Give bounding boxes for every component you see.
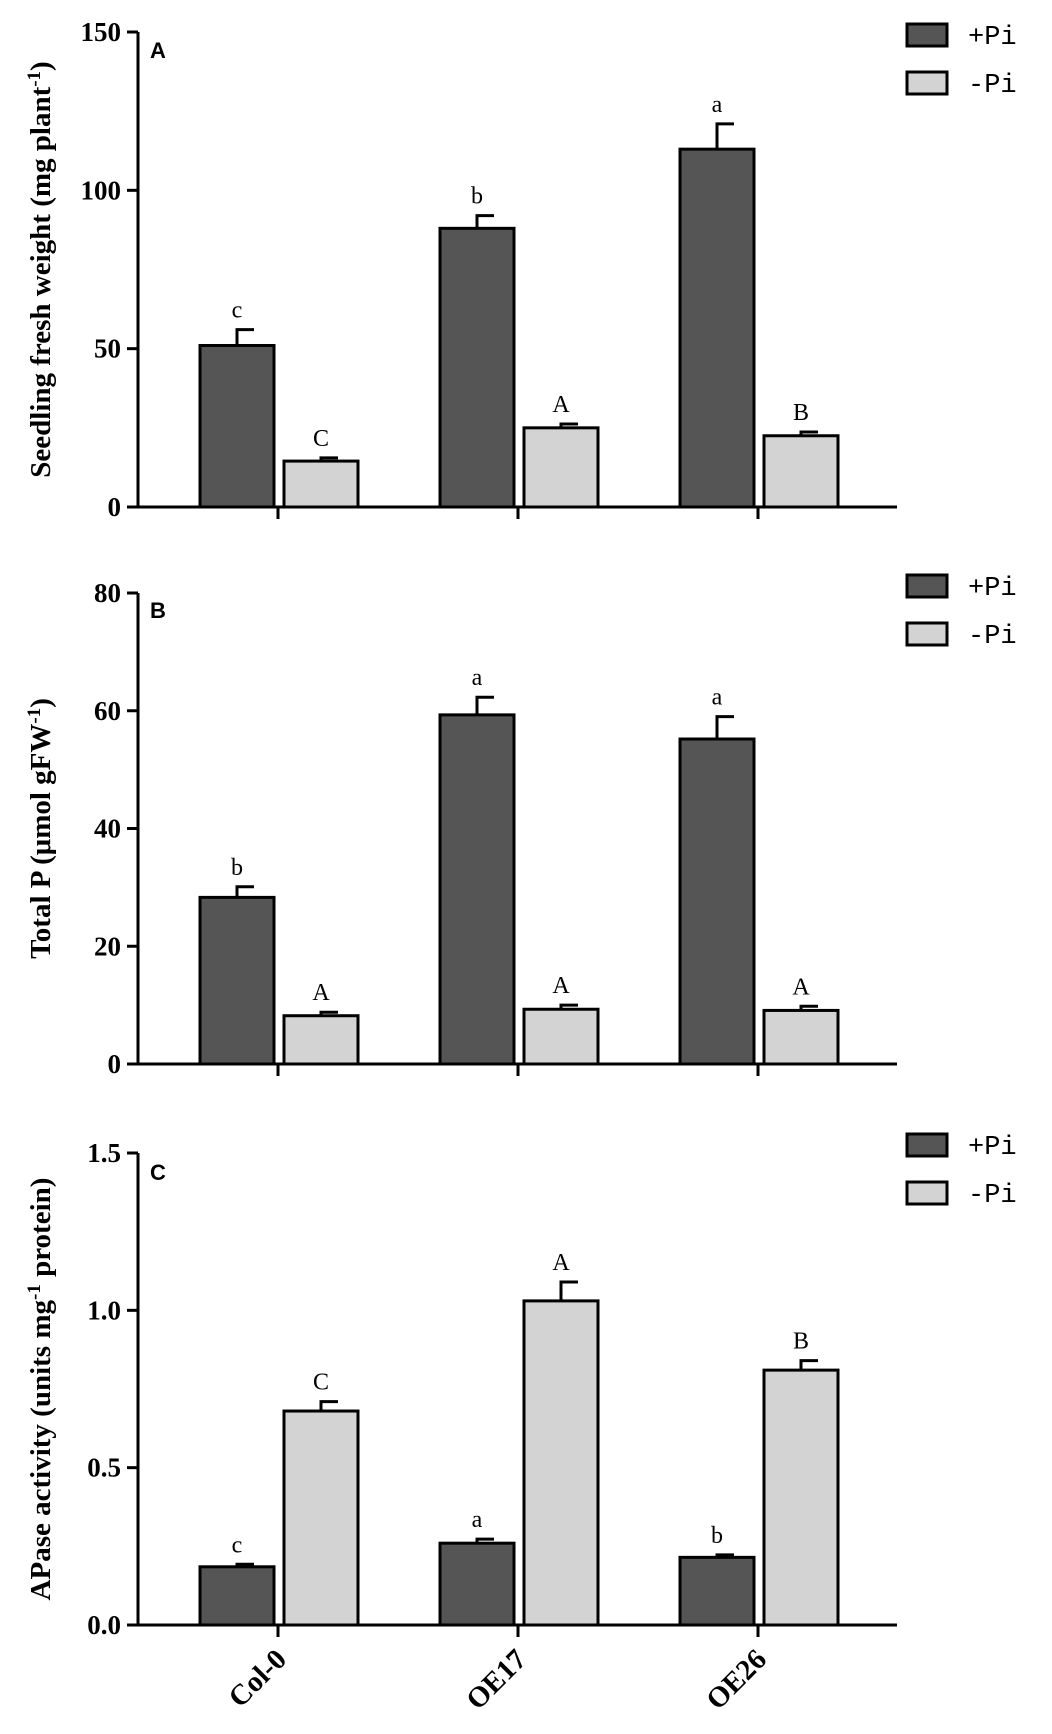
y-tick-label: 150 [81,17,122,47]
legend-label: -Pi [968,622,1017,652]
bar-plus-pi [438,1541,516,1627]
bar-minus-pi [522,426,600,509]
bar-plus-pi [678,147,756,509]
bar-plus-pi [438,226,516,509]
bar-minus-pi [282,1014,360,1066]
panel-label: A [150,38,166,63]
y-tick-label: 40 [94,814,121,844]
significance-letter: B [793,400,809,426]
y-tick-label: 0.0 [87,1610,121,1640]
category-label: OE26 [700,1643,773,1716]
significance-letter: a [712,92,723,118]
significance-letter: a [712,685,723,711]
bar-minus-pi [762,434,840,509]
bar-plus-pi [678,737,756,1066]
significance-letter: a [472,1507,483,1533]
significance-letter: a [472,665,483,691]
bar-plus-pi [198,1565,276,1627]
legend-swatch [905,621,949,647]
y-axis-title: APase activity (units mg-1 protein) [24,1178,58,1601]
y-tick-label: 80 [94,578,121,608]
bar-minus-pi [762,1368,840,1627]
category-label: OE17 [460,1643,533,1716]
panel-c: 0.0 0.5 1.0 1.5 c a b C A B C APase activity (units… [24,1132,1017,1716]
y-axis-title-end: ) [25,698,57,708]
legend-label: +Pi [968,23,1017,53]
y-axis-title-end: protein) [25,1178,57,1285]
significance-letter: b [711,1523,723,1549]
y-tick-label: 50 [94,334,121,364]
y-tick-label: 1.0 [87,1295,121,1325]
significance-letter: C [313,1370,329,1396]
bar-minus-pi [282,459,360,509]
y-axis-title: Total P (μmol gFW-1) [24,698,58,959]
legend-label: -Pi [968,71,1017,101]
y-axis-title-end: ) [25,61,57,71]
bar-plus-pi [198,895,276,1066]
significance-letter: A [552,392,570,418]
legend-label: +Pi [968,1133,1017,1163]
significance-letter: c [232,298,243,324]
panel-label: B [150,598,166,623]
bar-minus-pi [522,1299,600,1627]
legend-swatch [905,22,949,48]
y-tick-label: 0.5 [87,1453,121,1483]
panel-a: 0 50 100 150 c b a C A B A Seedling fresh weight (m… [24,17,1017,522]
y-axis-title-superscript: -1 [24,708,45,724]
legend-label: -Pi [968,1181,1017,1211]
y-tick-label: 0 [108,492,122,522]
bar-minus-pi [522,1007,600,1066]
y-axis-title-main: Total P (μmol gFW [25,724,57,959]
y-tick-label: 0 [108,1049,122,1079]
y-axis-title-main: Seedling fresh weight (mg plant [25,86,57,477]
y-tick-label: 100 [81,175,122,205]
category-label: Col-0 [222,1643,292,1713]
bar-minus-pi [282,1409,360,1627]
bar-plus-pi [438,713,516,1066]
significance-letter: C [313,426,329,452]
legend-swatch [905,70,949,96]
y-tick-label: 60 [94,696,121,726]
significance-letter: A [312,980,330,1006]
significance-letter: A [792,974,810,1000]
y-tick-label: 1.5 [87,1138,121,1168]
legend-swatch [905,573,949,599]
significance-letter: B [793,1329,809,1355]
y-axis-title-superscript: -1 [24,1284,45,1300]
y-axis-title: Seedling fresh weight (mg plant-1) [24,61,58,477]
legend-swatch [905,1132,949,1158]
panel-b: 0 20 40 60 80 b a a A A A B Total P (μmol gFW-1) +Pi -… [24,573,1017,1079]
y-axis-title-main: APase activity (units mg [25,1300,57,1601]
significance-letter: c [232,1532,243,1558]
significance-letter: b [231,855,243,881]
y-tick-label: 20 [94,931,121,961]
y-axis-title-superscript: -1 [24,71,45,87]
significance-letter: b [471,184,483,210]
significance-letter: A [552,1250,570,1276]
significance-letter: A [552,973,570,999]
bar-minus-pi [762,1008,840,1066]
bar-plus-pi [198,344,276,509]
bar-plus-pi [678,1555,756,1627]
legend-swatch [905,1180,949,1206]
legend-label: +Pi [968,574,1017,604]
panel-label: C [150,1160,166,1185]
